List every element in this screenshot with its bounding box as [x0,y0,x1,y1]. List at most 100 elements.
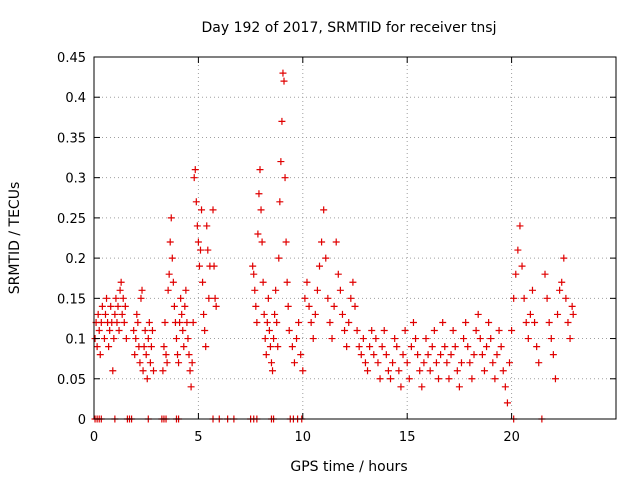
data-point [110,335,118,343]
data-point [435,375,443,383]
data-point [278,117,286,125]
data-point [133,310,141,318]
data-point [263,318,271,326]
data-point [188,359,196,367]
data-point [113,318,121,326]
data-point [566,335,574,343]
data-point [437,351,445,359]
data-point [249,262,257,270]
data-point [503,399,511,407]
x-axis-title: GPS time / hours [290,459,407,475]
data-point [143,375,151,383]
data-point [182,286,190,294]
data-point [569,310,577,318]
data-point [353,327,361,335]
data-point [368,327,376,335]
data-point [190,174,198,182]
chart-title: Day 192 of 2017, SRMTID for receiver tns… [202,20,497,36]
data-point [347,294,355,302]
data-point [343,343,351,351]
data-point [146,359,154,367]
data-point [355,343,363,351]
data-point [487,335,495,343]
data-point [283,278,291,286]
data-point [309,335,317,343]
data-point [172,335,180,343]
data-point [391,335,399,343]
data-point [147,343,155,351]
data-point [118,310,126,318]
data-point [351,302,359,310]
data-point [445,375,453,383]
data-point [497,343,505,351]
data-point [476,335,484,343]
data-point [288,343,296,351]
data-point [520,294,528,302]
data-point [491,375,499,383]
data-point [112,294,120,302]
data-point [175,359,183,367]
data-point [168,254,176,262]
data-point [144,335,152,343]
data-point [200,310,208,318]
data-point [201,327,209,335]
data-point [389,359,397,367]
data-point [541,270,549,278]
data-point [134,318,142,326]
data-point [332,238,340,246]
data-point [119,294,127,302]
y-tick-label: 0.05 [57,373,86,388]
data-point [184,335,192,343]
data-point [269,367,277,375]
data-point [96,351,104,359]
data-point [282,238,290,246]
data-point [303,278,311,286]
data-point [194,238,202,246]
data-point [543,294,551,302]
data-point [522,318,530,326]
data-point [322,254,330,262]
data-point [384,367,392,375]
data-point [257,206,265,214]
data-point [460,335,468,343]
data-point [364,367,372,375]
data-point [295,318,303,326]
data-point [560,254,568,262]
data-point [558,278,566,286]
data-point [464,343,472,351]
x-tick-label: 0 [90,430,98,445]
data-point [187,383,195,391]
data-point [401,327,409,335]
data-point [301,294,309,302]
data-point [164,286,172,294]
data-point [334,270,342,278]
data-point [101,310,109,318]
data-point [376,375,384,383]
data-point [148,327,156,335]
data-point [250,270,258,278]
data-point [533,343,541,351]
data-point [455,383,463,391]
data-point [510,294,518,302]
data-point [202,343,210,351]
data-point [198,206,206,214]
data-point [380,327,388,335]
data-point [174,351,182,359]
data-point [100,335,108,343]
data-point [472,327,480,335]
data-point [345,318,353,326]
data-point [478,351,486,359]
data-point [316,262,324,270]
data-point [189,318,197,326]
data-point [441,343,449,351]
data-point [274,343,282,351]
data-point [167,214,175,222]
data-point [562,294,570,302]
data-point [212,302,220,310]
data-point [161,318,169,326]
data-point [193,222,201,230]
data-point [256,166,264,174]
data-point [382,351,390,359]
data-point [545,318,553,326]
y-tick-label: 0.3 [65,172,86,187]
